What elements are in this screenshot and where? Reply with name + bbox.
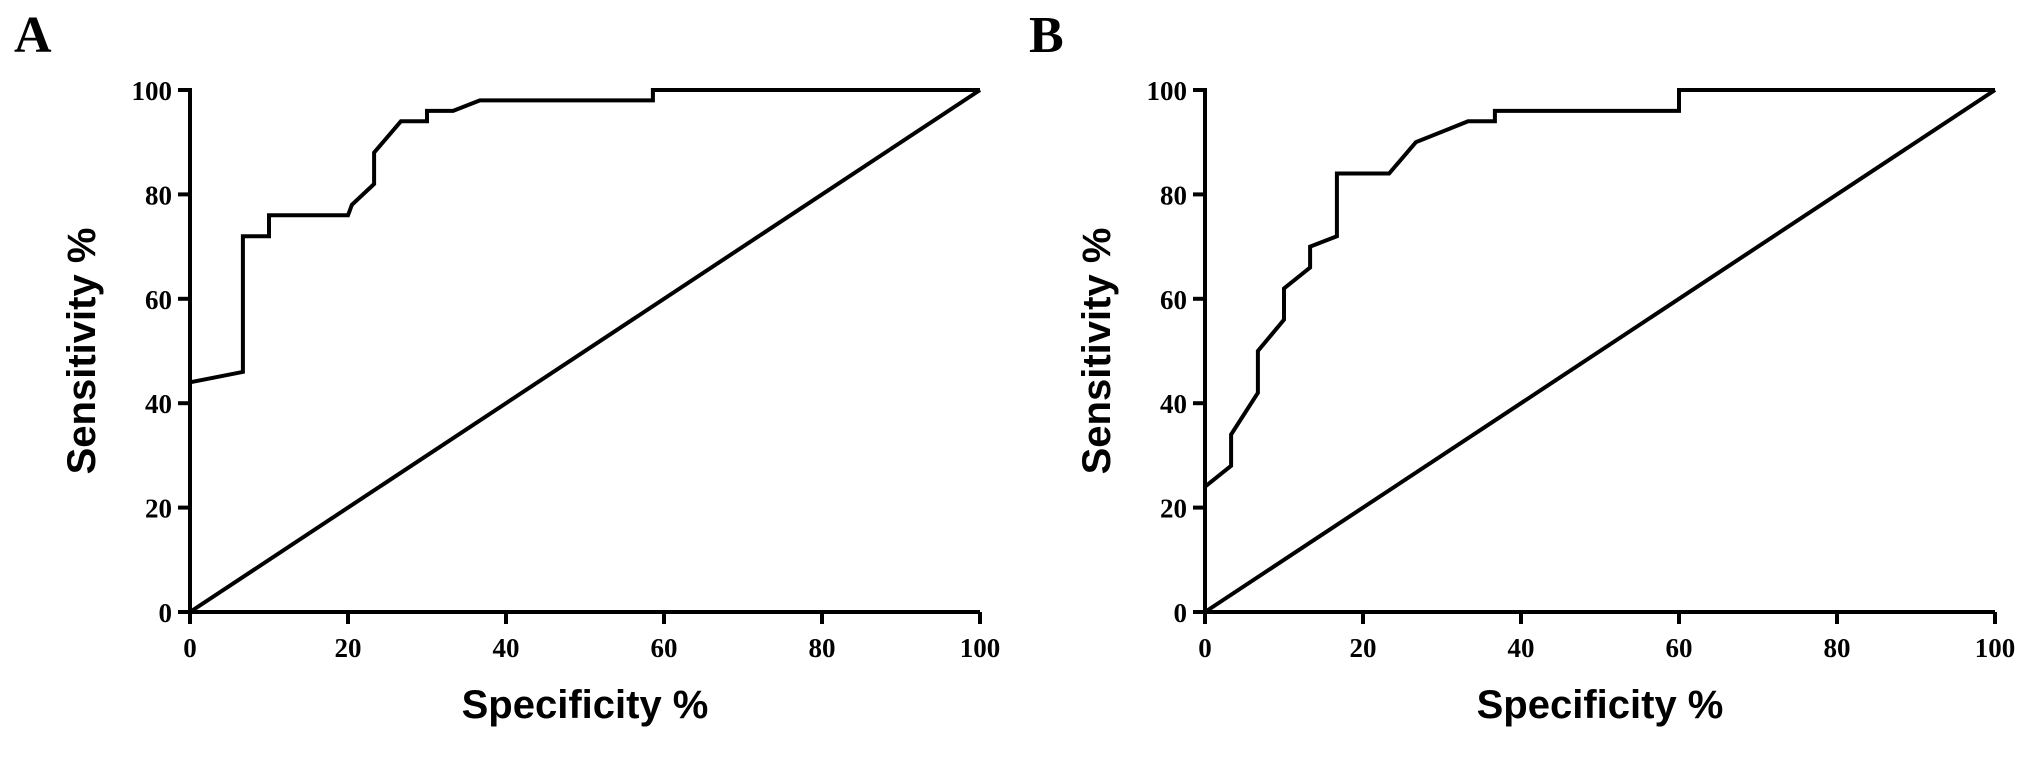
y-axis-title: Sensitivity % — [1075, 228, 1119, 475]
y-tick-label: 80 — [145, 180, 172, 210]
chart-panel-b: B 0 20 40 60 80 100 0 20 40 60 80 100 Specificity % Se… — [1015, 0, 2030, 764]
y-tick-label: 60 — [145, 285, 172, 315]
panel-label: A — [14, 7, 52, 64]
x-tick-label: 100 — [960, 633, 1001, 663]
x-tick-label: 40 — [1508, 633, 1535, 663]
x-tick-label: 20 — [1350, 633, 1377, 663]
chart-panel-a: A 0 20 40 60 80 100 0 20 40 60 80 100 Specificity % Se… — [0, 0, 1015, 764]
y-tick-label: 100 — [132, 76, 173, 106]
x-tick-label: 100 — [1975, 633, 2016, 663]
y-axis-title: Sensitivity % — [60, 228, 104, 475]
y-tick-label: 0 — [159, 598, 173, 628]
roc-chart-a: A 0 20 40 60 80 100 0 20 40 60 80 100 Specificity % Se… — [14, 7, 1001, 727]
y-tick-label: 0 — [1174, 598, 1188, 628]
x-tick-label: 20 — [335, 633, 362, 663]
x-axis-title: Specificity % — [462, 683, 709, 727]
x-tick-label: 40 — [493, 633, 520, 663]
roc-curve-line — [189, 88, 980, 385]
y-tick-label: 40 — [145, 389, 172, 419]
y-tick-label: 20 — [1160, 494, 1187, 524]
x-tick-label: 0 — [1198, 633, 1212, 663]
y-tick-label: 80 — [1160, 180, 1187, 210]
x-tick-label: 80 — [1824, 633, 1851, 663]
y-tick-label: 60 — [1160, 285, 1187, 315]
panel-label: B — [1029, 7, 1064, 64]
roc-chart-b: B 0 20 40 60 80 100 0 20 40 60 80 100 Specificity % Se… — [1029, 7, 2016, 727]
reference-diagonal-line — [188, 88, 982, 614]
x-tick-label: 0 — [183, 633, 197, 663]
roc-curve-line — [1203, 88, 1995, 489]
reference-diagonal-line — [1203, 88, 1997, 614]
x-tick-label: 60 — [1666, 633, 1693, 663]
x-axis-title: Specificity % — [1477, 683, 1724, 727]
y-tick-label: 40 — [1160, 389, 1187, 419]
x-tick-label: 60 — [651, 633, 678, 663]
y-tick-label: 100 — [1147, 76, 1188, 106]
y-tick-label: 20 — [145, 494, 172, 524]
x-tick-label: 80 — [809, 633, 836, 663]
